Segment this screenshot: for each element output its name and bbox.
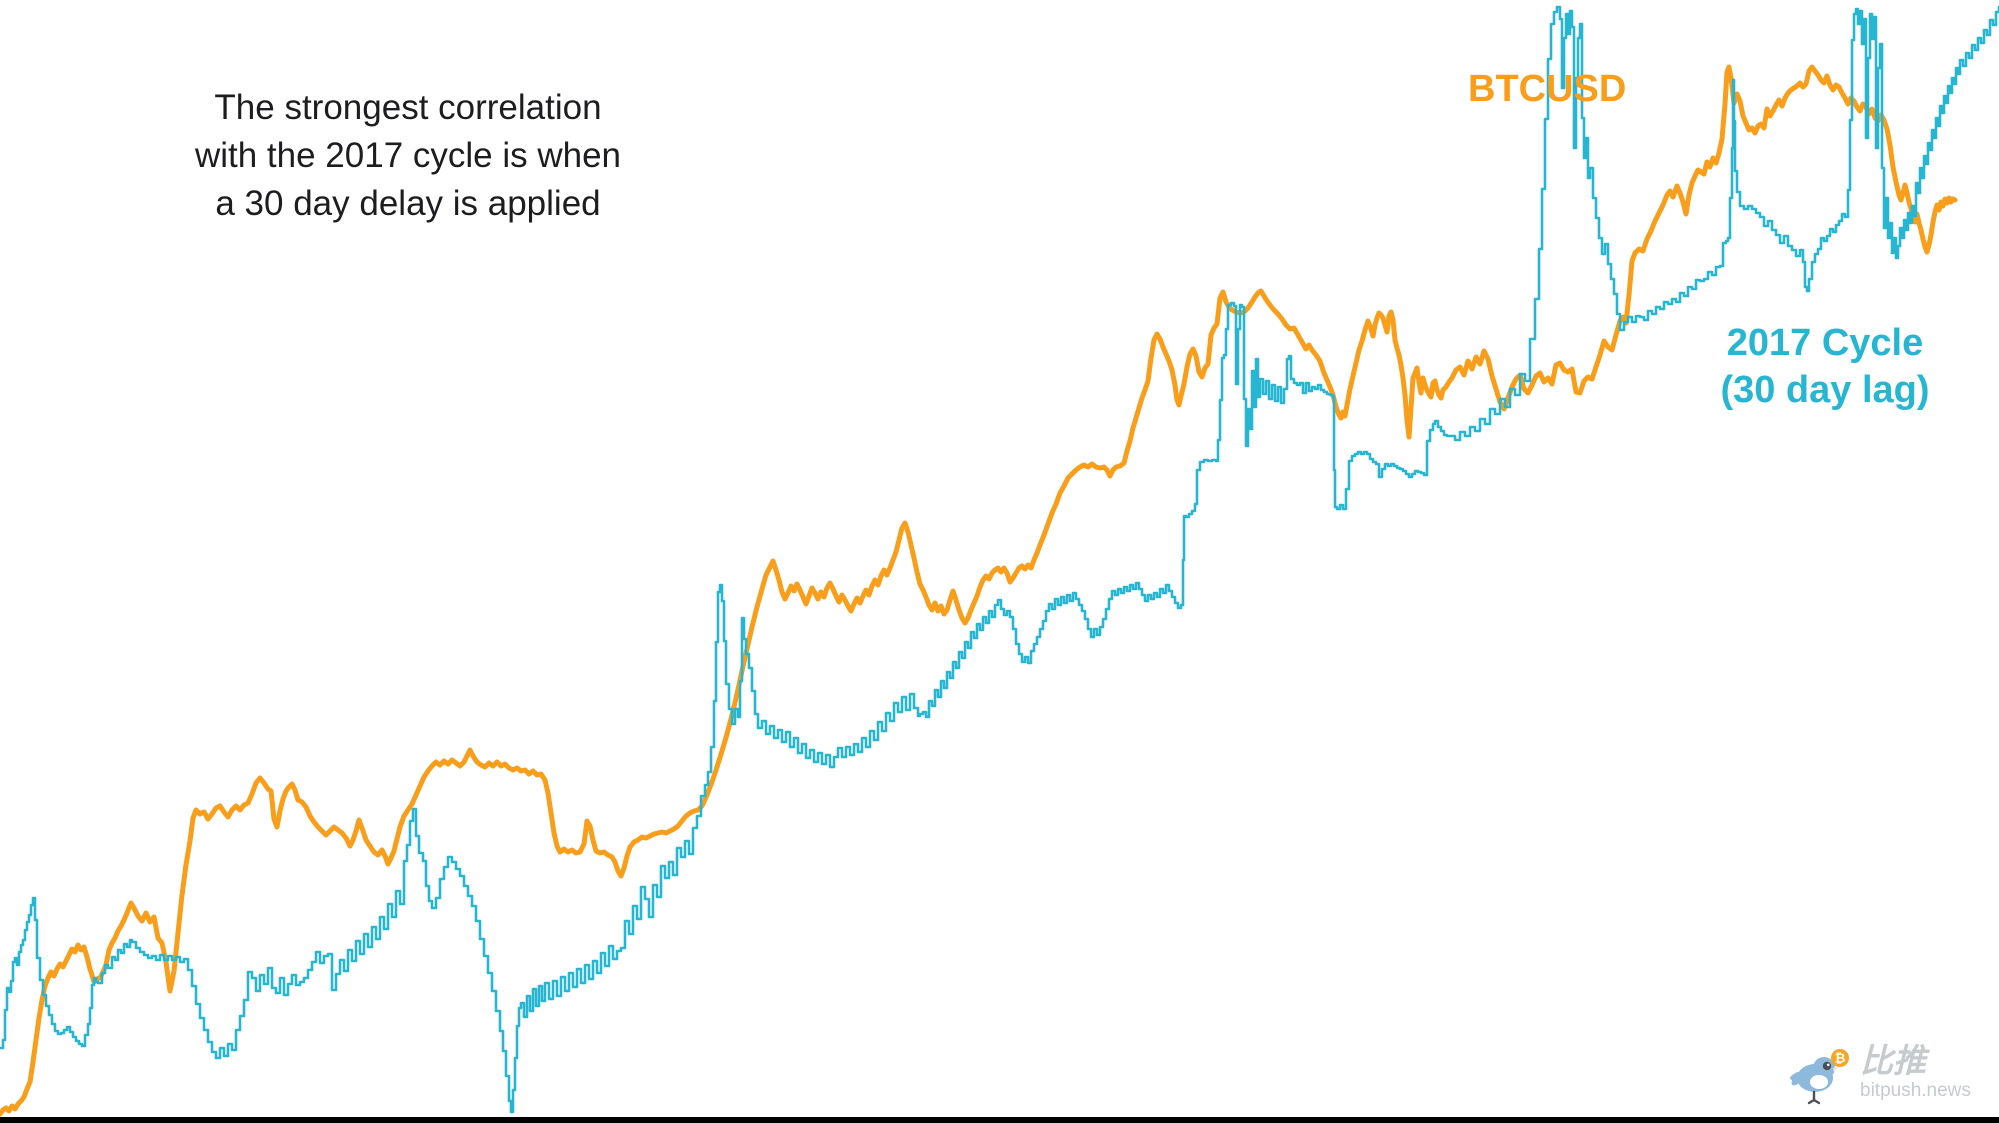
watermark-domain: bitpush.news bbox=[1860, 1079, 1971, 1101]
watermark: ₿ 比推 bitpush.news bbox=[1788, 1042, 1971, 1106]
svg-text:₿: ₿ bbox=[1835, 1052, 1846, 1067]
cycle-series-label: 2017 Cycle (30 day lag) bbox=[1688, 320, 1962, 414]
btcusd-series-label: BTCUSD bbox=[1468, 68, 1627, 110]
cycle-series-label-line2: (30 day lag) bbox=[1720, 369, 1930, 411]
btcusd-line bbox=[0, 64, 1958, 1117]
cycle-series-label-line1: 2017 Cycle bbox=[1726, 322, 1924, 364]
bottom-border-bar bbox=[0, 1117, 1999, 1123]
cycle-line bbox=[0, 5, 1999, 1114]
watermark-name: 比推 bbox=[1860, 1042, 1926, 1079]
bitpush-bird-logo: ₿ bbox=[1789, 1049, 1849, 1105]
chart-annotation: The strongest correlation with the 2017 … bbox=[194, 88, 622, 223]
